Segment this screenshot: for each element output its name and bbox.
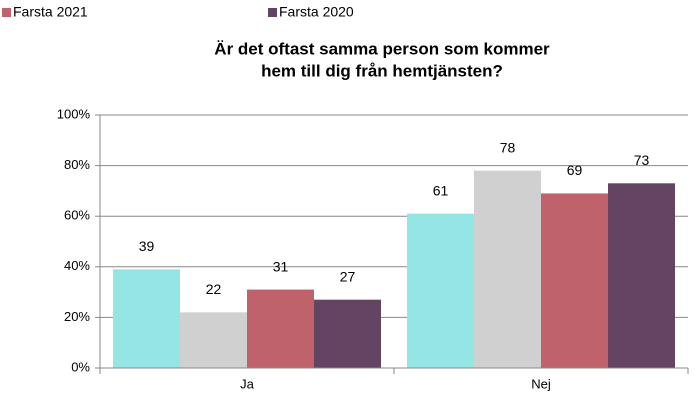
data-label: 73 (634, 152, 650, 168)
bar (541, 193, 608, 368)
y-tick-label: 60% (64, 208, 90, 223)
chart-title: Är det oftast samma person som kommer (214, 39, 550, 58)
legend-label: Farsta 2021 (13, 4, 88, 20)
bar (407, 213, 474, 368)
y-tick-label: 20% (64, 309, 90, 324)
data-label: 31 (273, 258, 289, 274)
legend-label: Farsta 2020 (279, 4, 354, 20)
data-label: 22 (206, 281, 222, 297)
bar (608, 183, 675, 368)
y-tick-label: 80% (64, 157, 90, 172)
data-label: 39 (139, 238, 155, 254)
bar (474, 170, 541, 368)
y-tick-label: 100% (57, 106, 91, 121)
legend-swatch (268, 8, 277, 17)
data-label: 69 (567, 162, 583, 178)
chart-title: hem till dig från hemtjänsten? (261, 61, 503, 80)
data-label: 61 (433, 182, 449, 198)
bar (113, 269, 180, 368)
x-tick-label: Nej (531, 376, 551, 391)
y-tick-label: 40% (64, 258, 90, 273)
legend-swatch (2, 8, 11, 17)
bar (314, 299, 381, 368)
data-label: 27 (340, 268, 356, 284)
bar (180, 312, 247, 368)
y-tick-label: 0% (71, 359, 90, 374)
x-tick-label: Ja (240, 376, 255, 391)
bar (247, 289, 314, 368)
data-label: 78 (500, 139, 516, 155)
